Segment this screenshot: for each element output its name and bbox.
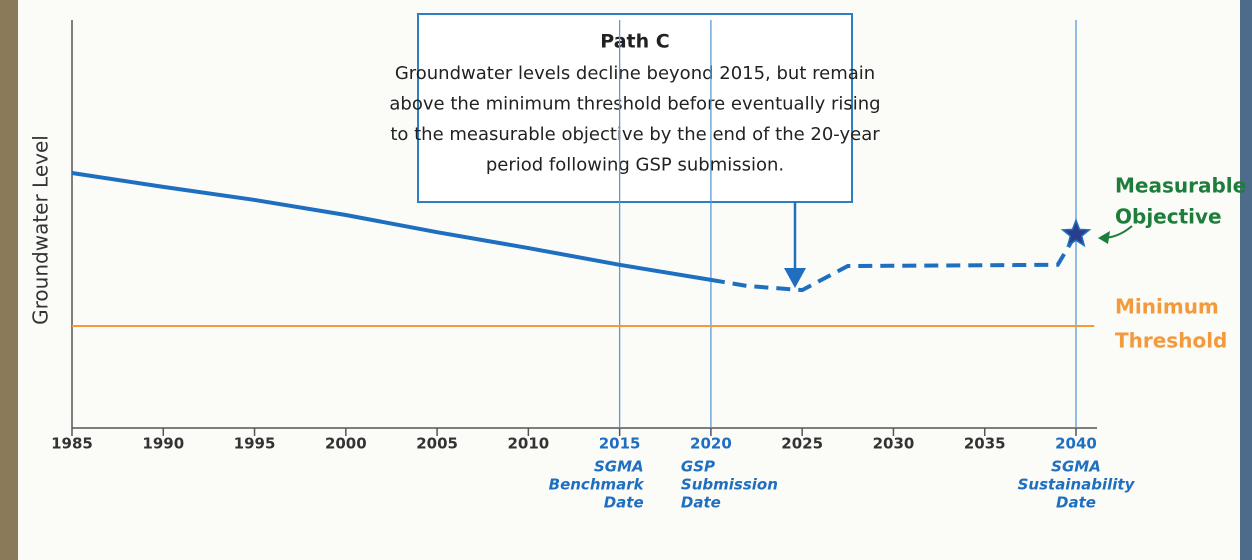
annotation-title: Path C (600, 31, 669, 53)
annotation-text: period following GSP submission. (486, 155, 784, 176)
annotation-text: to the measurable objective by the end o… (390, 124, 880, 145)
chart: Groundwater Level Path C Groundwater lev… (0, 0, 1252, 560)
reference-label: Submission (681, 476, 778, 494)
x-tick-label: 2010 (507, 435, 549, 453)
x-tick-label: 2020 (690, 435, 732, 453)
x-tick-label: 2000 (325, 435, 367, 453)
y-axis-label: Groundwater Level (29, 135, 53, 325)
x-tick-label: 2030 (873, 435, 915, 453)
reference-label: Sustainability (1018, 476, 1136, 494)
reference-label: SGMA (594, 458, 644, 476)
reference-label: Date (1056, 494, 1096, 512)
objective-label: Measurable (1115, 174, 1246, 198)
x-tick-label: 1990 (142, 435, 184, 453)
reference-label: Benchmark (549, 476, 645, 494)
objective-label: Objective (1115, 205, 1222, 229)
reference-label: GSP (681, 458, 715, 476)
x-tick-label: 2040 (1055, 435, 1097, 453)
threshold-label: Threshold (1115, 329, 1227, 353)
x-tick-label: 2025 (781, 435, 823, 453)
x-tick-label: 2005 (416, 435, 458, 453)
x-tick-label: 1995 (234, 435, 276, 453)
threshold-label: Minimum (1115, 295, 1219, 319)
reference-label: SGMA (1051, 458, 1101, 476)
x-tick-label: 1985 (51, 435, 93, 453)
x-tick-label: 2015 (599, 435, 641, 453)
annotation-text: Groundwater levels decline beyond 2015, … (395, 63, 875, 84)
annotation-text: above the minimum threshold before event… (389, 94, 880, 115)
reference-label: Date (604, 494, 644, 512)
reference-label: Date (681, 494, 721, 512)
x-tick-label: 2035 (964, 435, 1006, 453)
